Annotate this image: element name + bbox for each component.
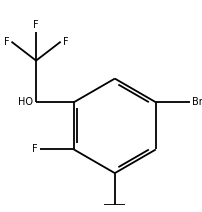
Text: F: F [33,20,39,30]
Text: Br: Br [191,97,202,107]
Text: F: F [32,145,37,155]
Text: F: F [63,37,68,47]
Text: HO: HO [18,97,33,107]
Text: F: F [4,37,9,47]
